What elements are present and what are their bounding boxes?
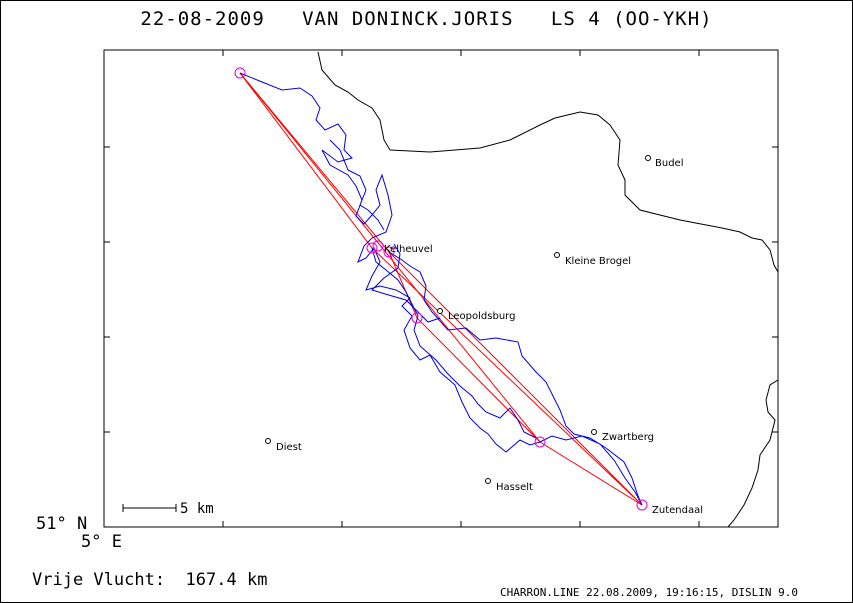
town-label: Kleine Brogel	[565, 256, 631, 267]
town-label: Hasselt	[496, 482, 533, 493]
distance-label: Vrije Vlucht:	[32, 570, 166, 590]
task-lines	[239, 72, 643, 506]
map-title: 22-08-2009 VAN DONINCK.JORIS LS 4 (OO-YK…	[0, 8, 853, 30]
scale-bar-label: 5 km	[180, 501, 214, 517]
town-label: Leopoldsburg	[448, 311, 515, 322]
town-marker	[485, 478, 491, 484]
town-label: Zwartberg	[602, 432, 654, 443]
town-markers: Budel Kleine Brogel Kelheuvel Leopoldsbu…	[265, 155, 703, 516]
turnpoint-marker	[234, 67, 246, 79]
town-marker	[265, 438, 271, 444]
distance-value: 167.4 km	[185, 570, 268, 590]
pilot-name: VAN DONINCK.JORIS	[302, 8, 514, 30]
national-border	[317, 51, 779, 273]
turnpoint-marker	[366, 242, 378, 254]
turnpoints	[234, 67, 648, 511]
free-flight-distance: Vrije Vlucht: 167.4 km	[32, 570, 267, 590]
plot-border	[103, 49, 779, 528]
town-label: Zutendaal	[652, 505, 703, 516]
longitude-label: 5° E	[81, 532, 122, 552]
footer-info: CHARRON.LINE 22.08.2009, 19:16:15, DISLI…	[500, 586, 799, 599]
town-marker	[437, 308, 443, 314]
latitude-label: 51° N	[36, 514, 88, 534]
flight-date: 22-08-2009	[140, 8, 265, 30]
national-border-east	[727, 379, 779, 528]
town-label: Kelheuvel	[384, 244, 433, 255]
town-marker	[591, 429, 597, 435]
turnpoint-marker	[534, 436, 546, 448]
glider-id: LS 4 (OO-YKH)	[550, 8, 713, 30]
turnpoint-marker	[411, 312, 423, 324]
town-label: Budel	[655, 158, 683, 169]
town-marker	[645, 155, 651, 161]
town-label: Diest	[276, 442, 302, 453]
scale-bar	[122, 504, 177, 512]
turnpoint-marker	[383, 246, 395, 258]
town-marker	[554, 252, 560, 258]
axis-ticks	[104, 50, 778, 527]
turnpoint-marker	[372, 240, 384, 252]
turnpoint-marker	[636, 499, 648, 511]
flight-track	[239, 72, 643, 506]
